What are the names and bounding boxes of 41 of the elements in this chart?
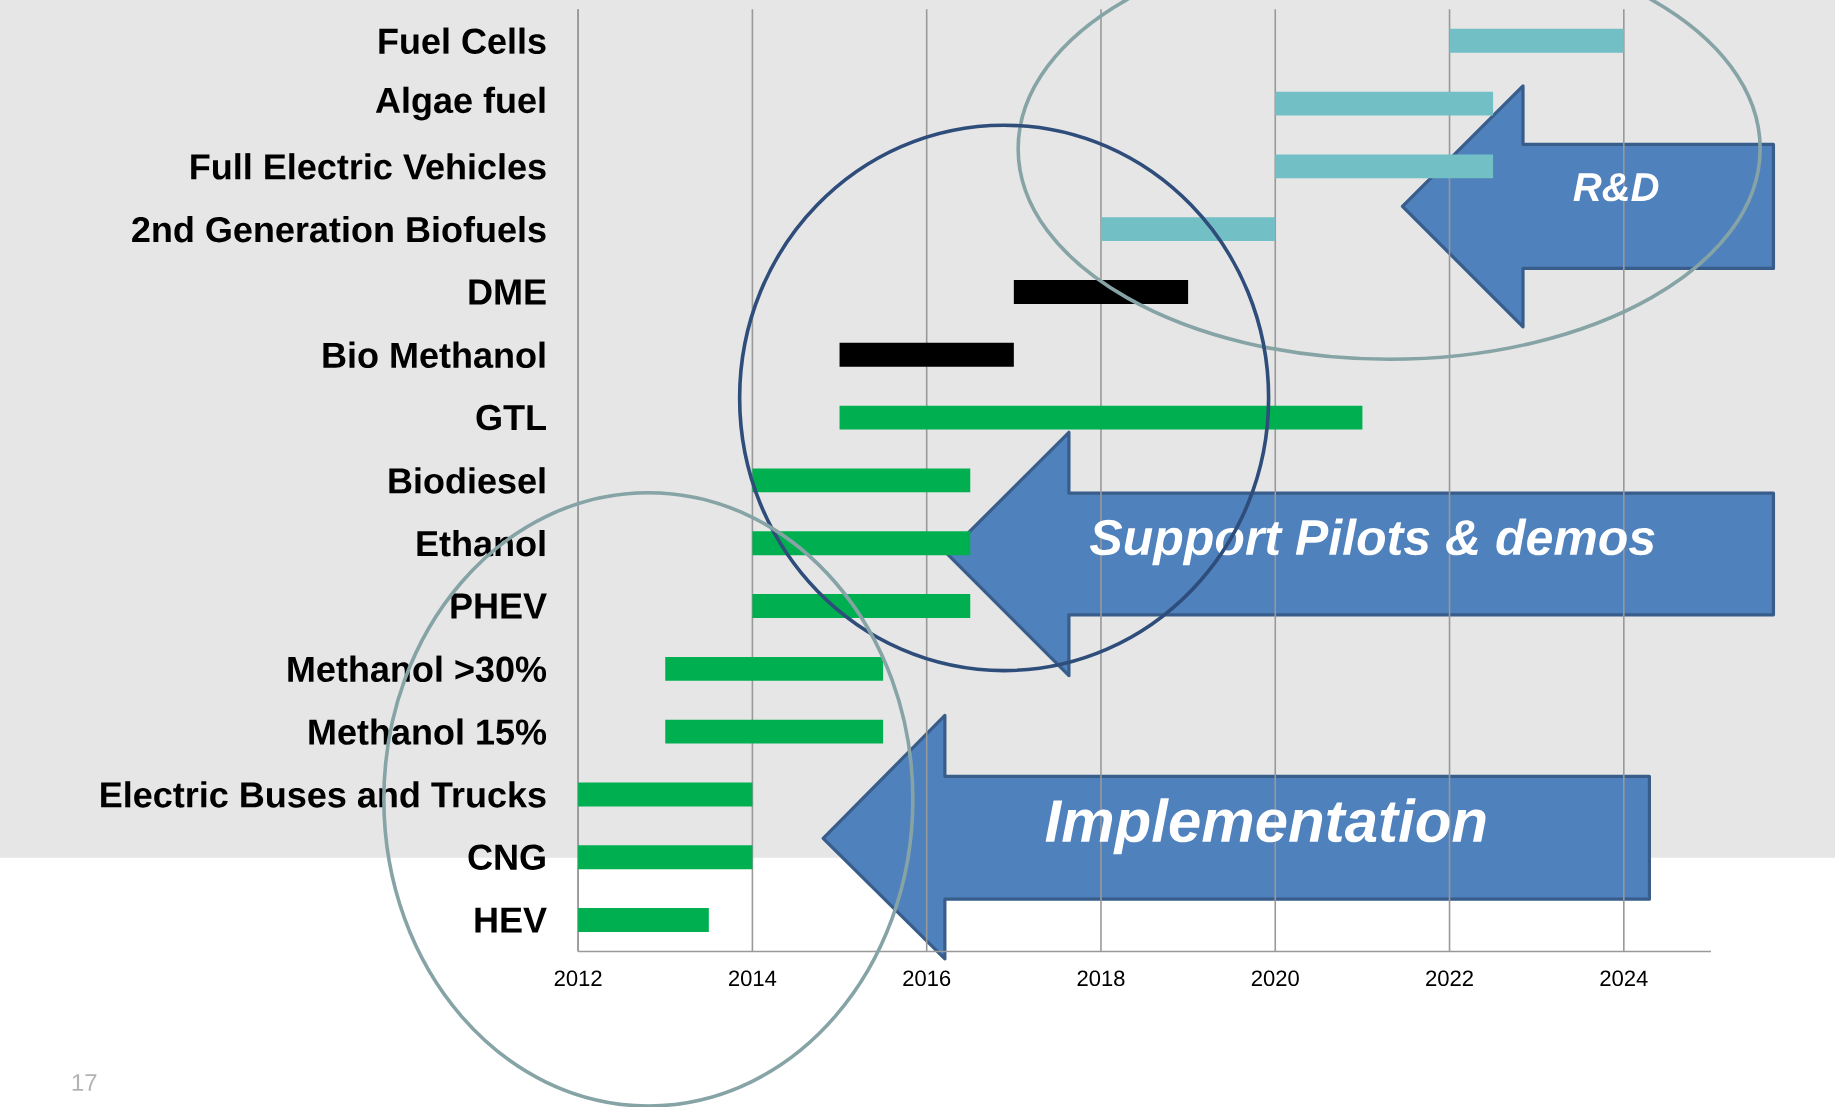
y-tick-label: PHEV	[451, 593, 547, 619]
x-tick-label: 2016	[903, 970, 951, 987]
bar	[1100, 217, 1276, 242]
text: 17	[72, 1074, 97, 1091]
y-tick-label: Biodiesel	[389, 467, 545, 494]
bar	[1275, 154, 1494, 179]
y-tick-label: HEV	[475, 907, 547, 933]
y-tick-label: Methanol >30%	[288, 655, 547, 683]
y-tick-label: Algae fuel	[375, 86, 545, 121]
bar	[1013, 280, 1189, 304]
x-tick-label: 2012	[554, 970, 602, 987]
bar	[839, 405, 1363, 430]
x-tick-label: 2014	[729, 970, 777, 987]
y-tick-label: Fuel Cells	[379, 27, 546, 54]
y-tick-label: GTL	[476, 404, 546, 431]
bar	[752, 594, 971, 618]
bar	[665, 656, 884, 681]
y-tick-label: 2nd Generation Biofuels	[132, 215, 546, 243]
bar	[578, 782, 753, 807]
bar	[578, 908, 709, 932]
bar	[1449, 28, 1624, 53]
bar	[839, 342, 1014, 367]
bar	[752, 468, 971, 493]
annotation: Implementation	[1045, 798, 1486, 855]
y-tick-label: CNG	[468, 844, 545, 870]
annotation: R&D	[1573, 173, 1659, 202]
y-tick-label: Bio Methanol	[323, 341, 545, 368]
x-tick-label: 2022	[1426, 970, 1473, 987]
bar	[665, 719, 884, 744]
annotation: Support Pilots & demos	[1089, 518, 1655, 566]
bar	[578, 845, 753, 870]
y-tick-label: Electric Buses and Trucks	[101, 781, 546, 808]
y-tick-label: Methanol 15%	[309, 718, 547, 745]
y-tick-label: DME	[469, 279, 546, 305]
bar	[752, 531, 971, 556]
x-tick-label: 2024	[1600, 970, 1648, 987]
bar	[1275, 91, 1494, 116]
y-tick-label: Ethanol	[417, 529, 545, 557]
x-tick-label: 2020	[1251, 970, 1299, 987]
y-tick-label: Full Electric Vehicles	[191, 153, 546, 180]
x-tick-label: 2018	[1077, 970, 1125, 987]
